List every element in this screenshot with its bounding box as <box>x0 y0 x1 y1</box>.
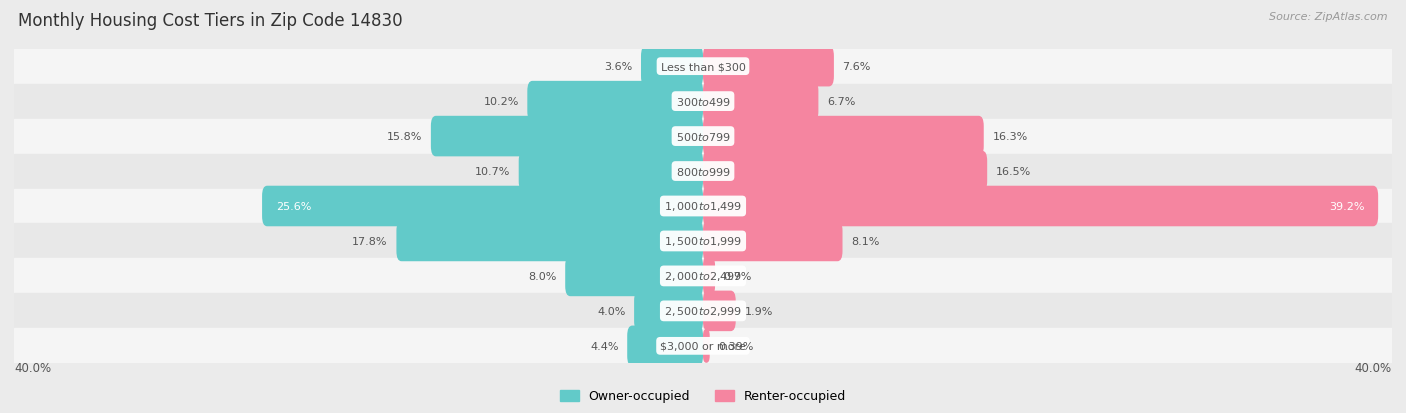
Bar <box>14 84 1392 119</box>
Text: 17.8%: 17.8% <box>353 236 388 247</box>
Text: 6.7%: 6.7% <box>827 97 855 107</box>
Text: 0.7%: 0.7% <box>724 271 752 281</box>
Text: 10.2%: 10.2% <box>484 97 519 107</box>
FancyBboxPatch shape <box>641 47 703 87</box>
Text: 3.6%: 3.6% <box>605 62 633 72</box>
Text: 7.6%: 7.6% <box>842 62 870 72</box>
Text: $3,000 or more: $3,000 or more <box>661 341 745 351</box>
Text: 8.1%: 8.1% <box>851 236 880 247</box>
Bar <box>14 259 1392 294</box>
Text: $2,500 to $2,999: $2,500 to $2,999 <box>664 305 742 318</box>
FancyBboxPatch shape <box>703 186 1378 227</box>
Text: $1,000 to $1,499: $1,000 to $1,499 <box>664 200 742 213</box>
FancyBboxPatch shape <box>703 256 716 297</box>
Text: $800 to $999: $800 to $999 <box>675 166 731 178</box>
Text: $1,500 to $1,999: $1,500 to $1,999 <box>664 235 742 248</box>
Text: 39.2%: 39.2% <box>1329 202 1364 211</box>
Bar <box>14 50 1392 84</box>
Text: 4.4%: 4.4% <box>591 341 619 351</box>
Bar <box>14 154 1392 189</box>
FancyBboxPatch shape <box>262 186 703 227</box>
Bar <box>14 119 1392 154</box>
FancyBboxPatch shape <box>703 116 984 157</box>
Text: 40.0%: 40.0% <box>14 361 51 374</box>
FancyBboxPatch shape <box>565 256 703 297</box>
Text: $500 to $799: $500 to $799 <box>675 131 731 143</box>
Bar <box>14 329 1392 363</box>
FancyBboxPatch shape <box>519 152 703 192</box>
FancyBboxPatch shape <box>703 47 834 87</box>
FancyBboxPatch shape <box>703 291 735 331</box>
FancyBboxPatch shape <box>703 329 710 363</box>
FancyBboxPatch shape <box>703 152 987 192</box>
Bar <box>14 294 1392 329</box>
Bar <box>14 224 1392 259</box>
Text: Source: ZipAtlas.com: Source: ZipAtlas.com <box>1270 12 1388 22</box>
Text: 16.3%: 16.3% <box>993 132 1028 142</box>
Text: 1.9%: 1.9% <box>744 306 773 316</box>
FancyBboxPatch shape <box>703 82 818 122</box>
Text: Monthly Housing Cost Tiers in Zip Code 14830: Monthly Housing Cost Tiers in Zip Code 1… <box>18 12 404 30</box>
FancyBboxPatch shape <box>430 116 703 157</box>
Text: 8.0%: 8.0% <box>529 271 557 281</box>
Bar <box>14 189 1392 224</box>
Text: 40.0%: 40.0% <box>1355 361 1392 374</box>
Text: Less than $300: Less than $300 <box>661 62 745 72</box>
Text: 4.0%: 4.0% <box>598 306 626 316</box>
Text: $2,000 to $2,499: $2,000 to $2,499 <box>664 270 742 283</box>
Text: 0.39%: 0.39% <box>718 341 754 351</box>
Text: 16.5%: 16.5% <box>995 166 1031 177</box>
FancyBboxPatch shape <box>703 221 842 261</box>
Text: 10.7%: 10.7% <box>475 166 510 177</box>
FancyBboxPatch shape <box>396 221 703 261</box>
Text: $300 to $499: $300 to $499 <box>675 96 731 108</box>
FancyBboxPatch shape <box>627 326 703 366</box>
Legend: Owner-occupied, Renter-occupied: Owner-occupied, Renter-occupied <box>555 385 851 408</box>
Text: 25.6%: 25.6% <box>276 202 311 211</box>
FancyBboxPatch shape <box>527 82 703 122</box>
Text: 15.8%: 15.8% <box>387 132 422 142</box>
FancyBboxPatch shape <box>634 291 703 331</box>
